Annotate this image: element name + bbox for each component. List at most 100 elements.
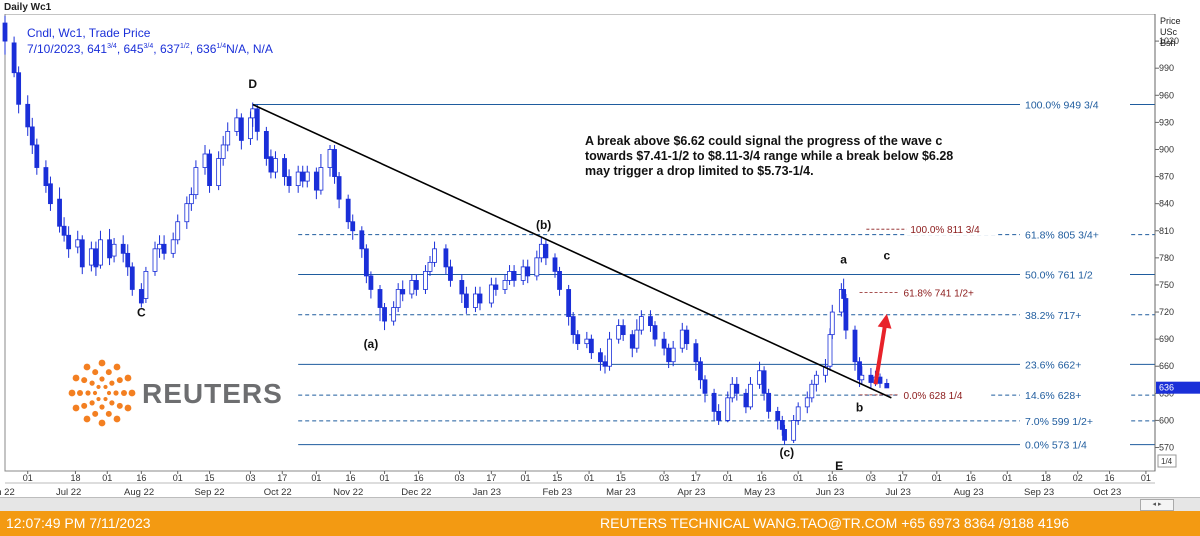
candle-body: [459, 280, 465, 295]
logo-dot: [83, 415, 91, 423]
logo-dot: [103, 384, 108, 390]
downtrend-line: [252, 103, 892, 399]
zoom-scroll-box[interactable]: ◂ ▸: [1140, 499, 1174, 511]
price-chart[interactable]: 100.0% 949 3/4 61.8% 805 3/4+ 50.0% 761 1/…: [0, 13, 1200, 500]
candle-body: [511, 271, 517, 281]
day-tick-label: 17: [486, 473, 496, 483]
candle-body: [225, 131, 231, 146]
candle: [152, 241, 158, 276]
logo-dot: [92, 369, 99, 376]
day-tick-label: 15: [205, 473, 215, 483]
logo-dot: [113, 390, 119, 396]
wave-label: a: [840, 252, 847, 266]
candle-body: [327, 149, 333, 168]
wave-label: D: [248, 77, 257, 91]
legend-low-frac: 1/2: [179, 43, 190, 50]
candle-body: [313, 171, 319, 191]
candle: [823, 359, 828, 383]
candle: [268, 149, 274, 179]
candle-body: [666, 347, 672, 363]
candle-body: [557, 271, 562, 290]
candle: [557, 266, 562, 296]
fibonacci-layer: 100.0% 949 3/4 61.8% 805 3/4+ 50.0% 761 1/…: [252, 98, 1155, 452]
candle: [607, 331, 612, 371]
window-title: Daily Wc1: [4, 2, 52, 13]
candle-body: [809, 383, 815, 399]
candle: [225, 122, 231, 152]
candle: [175, 214, 181, 245]
candle: [202, 144, 208, 175]
fib-label: 61.8% 805 3/4+: [1025, 230, 1099, 242]
candle-body: [2, 22, 8, 42]
candle: [216, 151, 222, 191]
candle-body: [111, 243, 117, 257]
candle: [220, 135, 226, 166]
candle-body: [448, 266, 453, 281]
month-tick-label: Nov 22: [333, 487, 363, 498]
candle: [286, 169, 292, 193]
candles-layer: [2, 15, 890, 445]
candle: [48, 176, 53, 211]
logo-dot: [96, 384, 101, 390]
candle-body: [382, 307, 387, 322]
logo-dot: [106, 390, 112, 396]
candle: [570, 312, 576, 344]
logo-dot: [105, 369, 112, 376]
candle-body: [602, 361, 608, 367]
candle-body: [282, 158, 287, 177]
logo-dot: [81, 402, 88, 409]
candle-body: [234, 117, 240, 132]
candle: [400, 280, 406, 302]
candle: [775, 406, 781, 430]
chart-legend: Cndl, Wc1, Trade Price 7/10/2023, 6413/4…: [27, 26, 273, 56]
legend-close-frac: 1/4: [216, 43, 227, 50]
candle-body: [129, 266, 135, 290]
month-tick-label: Jun 23: [816, 487, 845, 498]
fib-red-label: 100.0% 811 3/4: [910, 225, 980, 236]
logo-dot: [116, 377, 123, 384]
candle: [207, 149, 212, 193]
candle-body: [761, 370, 767, 394]
candle-body: [268, 156, 274, 173]
candle-body: [443, 248, 449, 268]
candle: [327, 144, 333, 177]
candle: [791, 415, 797, 444]
candle-body: [248, 117, 253, 140]
day-tick-label: 16: [414, 473, 424, 483]
day-tick-label: 01: [1002, 473, 1012, 483]
day-tick-label: 16: [966, 473, 976, 483]
candle-body: [427, 261, 433, 272]
candle-body: [661, 338, 667, 349]
horizontal-scroll-strip[interactable]: ◂ ▸: [0, 497, 1200, 512]
candle-body: [409, 280, 415, 295]
candle-body: [377, 289, 383, 308]
candle: [11, 36, 17, 78]
month-tick-label: Sep 23: [1024, 487, 1054, 498]
candle: [423, 265, 428, 294]
logo-dot: [72, 374, 80, 382]
candle: [382, 303, 387, 331]
candle: [729, 377, 735, 403]
candle: [813, 370, 819, 392]
candle: [488, 277, 494, 308]
reuters-logo: [64, 351, 271, 433]
wave-label: C: [137, 306, 146, 320]
candle-body: [711, 392, 717, 412]
red-arrow-shaft: [873, 326, 887, 385]
candle-body: [295, 171, 301, 187]
candle-body: [813, 374, 819, 385]
logo-dot: [83, 363, 91, 371]
candle: [838, 283, 844, 317]
candle-body: [829, 311, 835, 336]
legend-high: 645: [123, 42, 144, 56]
wave-label: c: [883, 249, 890, 263]
day-tick-label: 02: [1073, 473, 1083, 483]
month-tick-label: Mar 23: [606, 487, 636, 498]
candle: [679, 322, 685, 353]
month-tick-label: Jul 23: [886, 487, 911, 498]
fib-label-bg: [1020, 438, 1130, 451]
legend-close: 636: [196, 42, 217, 56]
candle: [868, 368, 874, 388]
logo-dot: [124, 404, 132, 412]
candle-body: [79, 239, 85, 268]
